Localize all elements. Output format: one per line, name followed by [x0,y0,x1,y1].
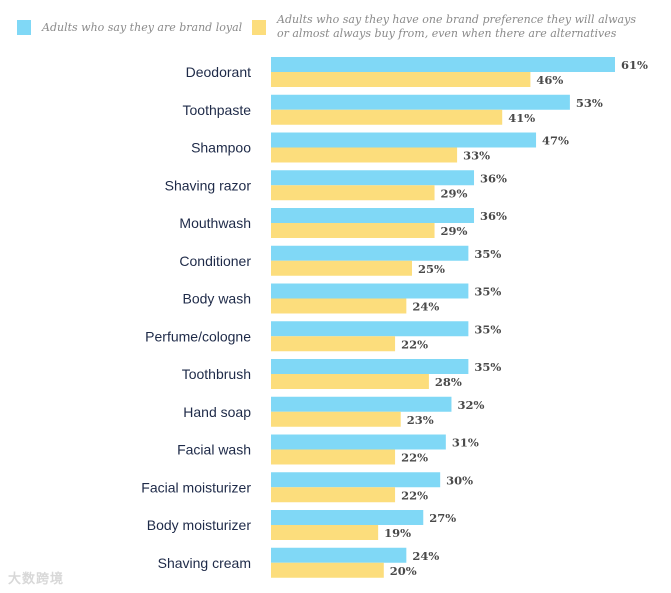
value-label: 35% [474,322,501,336]
value-label: 25% [418,262,445,276]
value-label: 29% [441,186,468,200]
category-label: Body wash [183,291,251,307]
category-label: Shampoo [191,140,251,156]
bar-brand-loyal [271,510,424,525]
bar-brand-loyal [271,547,407,563]
category-label: Mouthwash [179,215,251,231]
bar-brand-loyal [271,321,469,337]
bar-brand-preference [271,487,396,503]
category-label: Facial moisturizer [141,479,251,495]
bar-brand-preference [271,185,435,201]
bar-brand-preference [271,260,412,276]
category-label: Conditioner [179,253,251,269]
legend-swatch-brand-preference [252,20,266,35]
bar-brand-preference [271,525,379,540]
value-label: 22% [401,337,428,351]
bar-brand-preference [271,449,396,465]
bar-brand-preference [271,109,503,125]
value-label: 20% [390,564,417,578]
value-label: 29% [441,224,468,238]
bar-brand-loyal [271,57,615,72]
value-label: 35% [474,247,501,261]
value-label: 24% [412,300,439,314]
legend-label-brand-preference-line2: or almost always buy from, even when the… [277,27,617,40]
value-label: 30% [446,473,473,487]
category-label: Facial wash [177,442,251,458]
bar-brand-loyal [271,170,475,186]
bar-brand-preference [271,562,384,578]
bar-brand-preference [271,298,407,314]
bar-brand-preference [271,374,429,389]
value-label: 22% [401,451,428,465]
value-label: 46% [536,73,563,87]
value-label: 47% [542,134,569,148]
watermark: 大数跨境 [8,571,65,586]
bar-brand-preference [271,147,458,163]
value-label: 19% [384,526,411,540]
category-label: Hand soap [183,404,251,420]
bar-brand-preference [271,72,531,87]
category-label: Shaving razor [165,177,252,193]
category-label: Shaving cream [158,555,251,571]
bar-brand-preference [271,336,396,352]
value-label: 27% [429,511,456,525]
bar-brand-loyal [271,283,469,299]
bar-brand-preference [271,223,435,238]
value-label: 23% [407,413,434,427]
bar-brand-loyal [271,94,570,110]
value-label: 61% [621,58,648,72]
bar-brand-loyal [271,132,537,148]
bar-brand-loyal [271,245,469,261]
value-label: 36% [480,171,507,185]
bar-brand-loyal [271,472,441,488]
value-label: 31% [452,436,479,450]
value-label: 28% [435,375,462,389]
category-label: Deodorant [186,64,251,80]
value-label: 53% [576,96,603,110]
value-label: 32% [457,398,484,412]
bar-brand-loyal [271,396,452,412]
value-label: 35% [474,285,501,299]
category-label: Toothpaste [183,102,252,118]
category-label: Toothbrush [182,366,251,382]
legend-swatch-brand-loyal [17,20,31,35]
value-label: 22% [401,488,428,502]
legend-label-brand-loyal: Adults who say they are brand loyal [42,21,243,34]
category-label: Perfume/cologne [145,328,251,344]
value-label: 36% [480,209,507,223]
value-label: 35% [474,360,501,374]
bar-brand-loyal [271,208,475,223]
legend-label-brand-preference-line1: Adults who say they have one brand prefe… [277,13,636,26]
value-label: 41% [508,111,535,125]
bar-brand-loyal [271,359,469,374]
value-label: 24% [412,549,439,563]
value-label: 33% [463,149,490,163]
bar-brand-loyal [271,434,446,450]
bar-brand-preference [271,411,401,427]
category-label: Body moisturizer [147,517,252,533]
